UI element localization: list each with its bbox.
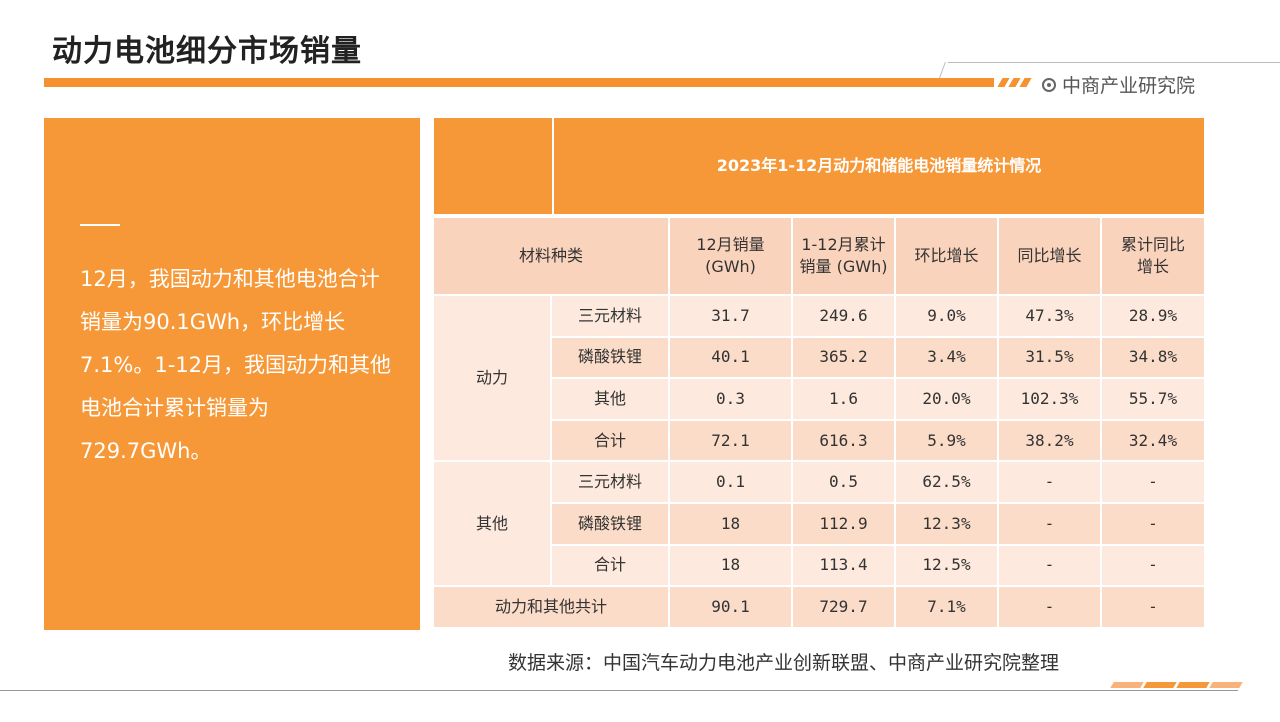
value-cell: - bbox=[999, 545, 1100, 586]
value-cell: 0.1 bbox=[670, 462, 791, 502]
value-cell: - bbox=[1102, 462, 1204, 502]
value-cell: 9.0% bbox=[896, 296, 997, 336]
summary-text: 12月，我国动力和其他电池合计销量为90.1GWh，环比增长7.1%。1-12月… bbox=[80, 267, 392, 463]
header-col: 12月销量 (GWh) bbox=[670, 218, 791, 294]
value-cell: - bbox=[999, 462, 1100, 502]
summary-dash bbox=[80, 224, 120, 226]
value-cell: 47.3% bbox=[999, 296, 1100, 336]
summary-panel: 12月，我国动力和其他电池合计销量为90.1GWh，环比增长7.1%。1-12月… bbox=[44, 118, 420, 630]
value-cell: 18 bbox=[670, 545, 791, 586]
value-cell: 72.1 bbox=[670, 420, 791, 461]
header-col: 同比增长 bbox=[999, 218, 1100, 294]
value-cell: 3.4% bbox=[896, 337, 997, 378]
row-label: 磷酸铁锂 bbox=[552, 337, 668, 378]
header-col: 1-12月累计 销量 (GWh) bbox=[793, 218, 894, 294]
row-label: 三元材料 bbox=[552, 296, 668, 336]
header-material: 材料种类 bbox=[434, 218, 668, 294]
brand-name: 中商产业研究院 bbox=[1062, 75, 1196, 97]
value-cell: 62.5% bbox=[896, 462, 997, 502]
value-cell: - bbox=[999, 504, 1100, 544]
value-cell: 34.8% bbox=[1102, 337, 1204, 378]
divider-slant bbox=[939, 62, 946, 78]
value-cell: 1.6 bbox=[793, 379, 894, 419]
value-cell: 12.5% bbox=[896, 545, 997, 586]
value-cell: 5.9% bbox=[896, 420, 997, 461]
value-cell: 20.0% bbox=[896, 379, 997, 419]
sales-table: 2023年1-12月动力和储能电池销量统计情况 材料种类 12月销量 (GWh) 1-… bbox=[434, 118, 1206, 630]
total-value-cell: 729.7 bbox=[793, 587, 894, 627]
header-col: 累计同比 增长 bbox=[1102, 218, 1204, 294]
row-label: 合计 bbox=[552, 420, 668, 461]
row-label: 三元材料 bbox=[552, 462, 668, 502]
value-cell: 38.2% bbox=[999, 420, 1100, 461]
divider-line bbox=[948, 62, 1280, 63]
total-value-cell: 90.1 bbox=[670, 587, 791, 627]
footer-line bbox=[0, 690, 1238, 691]
decor-stripes bbox=[997, 78, 1032, 87]
row-label: 合计 bbox=[552, 545, 668, 586]
table-title: 2023年1-12月动力和储能电池销量统计情况 bbox=[554, 118, 1204, 214]
brand: 中商产业研究院 bbox=[1042, 71, 1195, 98]
value-cell: 31.7 bbox=[670, 296, 791, 336]
value-cell: 113.4 bbox=[793, 545, 894, 586]
header-col: 环比增长 bbox=[896, 218, 997, 294]
value-cell: - bbox=[1102, 504, 1204, 544]
value-cell: 32.4% bbox=[1102, 420, 1204, 461]
group-label: 动力 bbox=[434, 296, 550, 461]
value-cell: 102.3% bbox=[999, 379, 1100, 419]
value-cell: 28.9% bbox=[1102, 296, 1204, 336]
page-title: 动力电池细分市场销量 bbox=[52, 34, 362, 69]
total-value-cell: 7.1% bbox=[896, 587, 997, 627]
footer-stripes bbox=[1110, 682, 1243, 688]
value-cell: 31.5% bbox=[999, 337, 1100, 378]
value-cell: 40.1 bbox=[670, 337, 791, 378]
target-icon bbox=[1042, 77, 1056, 92]
value-cell: 112.9 bbox=[793, 504, 894, 544]
value-cell: 55.7% bbox=[1102, 379, 1204, 419]
total-label: 动力和其他共计 bbox=[434, 587, 668, 627]
value-cell: 18 bbox=[670, 504, 791, 544]
value-cell: 0.5 bbox=[793, 462, 894, 502]
value-cell: 616.3 bbox=[793, 420, 894, 461]
row-label: 其他 bbox=[552, 379, 668, 419]
value-cell: 365.2 bbox=[793, 337, 894, 378]
group-label: 其他 bbox=[434, 462, 550, 586]
row-label: 磷酸铁锂 bbox=[552, 504, 668, 544]
title-corner-cell bbox=[434, 118, 552, 214]
title-underline-bar bbox=[44, 78, 994, 87]
source-note: 数据来源：中国汽车动力电池产业创新联盟、中商产业研究院整理 bbox=[508, 652, 1060, 674]
total-value-cell: - bbox=[999, 587, 1100, 627]
total-value-cell: - bbox=[1102, 587, 1204, 627]
value-cell: 0.3 bbox=[670, 379, 791, 419]
value-cell: 12.3% bbox=[896, 504, 997, 544]
value-cell: 249.6 bbox=[793, 296, 894, 336]
value-cell: - bbox=[1102, 545, 1204, 586]
